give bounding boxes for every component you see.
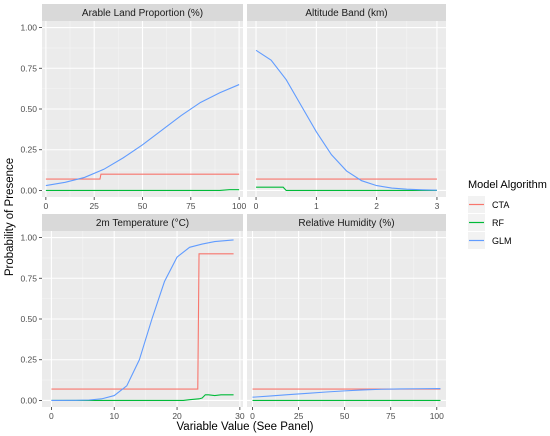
panel-title: 2m Temperature (°C) xyxy=(96,218,189,229)
legend-label: CTA xyxy=(492,200,509,210)
x-tick-label: 0 xyxy=(43,201,48,211)
x-tick-label: 75 xyxy=(386,411,396,421)
panel-1: Arable Land Proportion (%) 0 25 50 75 100 0.00… xyxy=(20,4,246,211)
x-tick-label: 1 xyxy=(314,201,319,211)
series-line-glm xyxy=(252,388,441,398)
panel-strip xyxy=(42,214,243,231)
x-tick-label: 10 xyxy=(110,411,120,421)
series-line-glm xyxy=(255,49,437,191)
x-tick-label: 0 xyxy=(254,201,259,211)
series-line-rf xyxy=(45,189,240,192)
x-tick-label: 3 xyxy=(435,201,440,211)
x-tick-label: 100 xyxy=(232,201,246,211)
y-tick-label: 0.75 xyxy=(20,273,37,283)
y-tick-label: 0.00 xyxy=(20,185,37,195)
panel-title: Arable Land Proportion (%) xyxy=(82,8,203,19)
series-line-cta xyxy=(51,253,234,390)
series-line-rf xyxy=(256,186,437,192)
x-tick-label: 100 xyxy=(430,411,444,421)
x-axis-title: Variable Value (See Panel) xyxy=(176,421,313,433)
series-line-glm xyxy=(45,84,240,187)
x-tick-label: 0 xyxy=(250,411,255,421)
panel-strip xyxy=(42,4,243,21)
x-tick-label: 50 xyxy=(340,411,350,421)
panel-title: Relative Humidity (%) xyxy=(298,218,394,229)
legend-title: Model Algorithm xyxy=(468,179,547,191)
series-line-glm xyxy=(51,239,234,402)
x-tick-label: 30 xyxy=(235,411,245,421)
x-tick-label: 25 xyxy=(294,411,304,421)
panel-title: Altitude Band (km) xyxy=(305,8,387,19)
panel-4: Relative Humidity (%) 0 25 50 75 100 xyxy=(247,214,446,421)
x-tick-label: 50 xyxy=(138,201,148,211)
x-tick-label: 75 xyxy=(186,201,196,211)
x-tick-label: 25 xyxy=(89,201,99,211)
panels: Arable Land Proportion (%)0 25 50 75 1000.00… xyxy=(20,4,446,421)
legend: Model Algorithm CTA RF GLM xyxy=(468,179,547,249)
y-tick-label: 0.75 xyxy=(20,63,37,73)
series-line-cta xyxy=(45,173,240,180)
x-tick-label: 0 xyxy=(49,411,54,421)
y-tick-label: 0.50 xyxy=(20,104,37,114)
series-line-rf xyxy=(51,394,234,402)
panel-3: 2m Temperature (°C) 0 10 20 30 0.00 0.25 0.50 0.… xyxy=(20,214,245,421)
y-tick-label: 0.25 xyxy=(20,355,37,365)
legend-label: GLM xyxy=(492,236,512,246)
panel-2: Altitude Band (km) 0 1 2 3 xyxy=(247,4,446,211)
y-tick-label: 1.00 xyxy=(20,23,37,33)
panel-strip xyxy=(247,214,446,231)
y-axis-title: Probability of Presence xyxy=(4,158,16,276)
y-tick-label: 0.50 xyxy=(20,314,37,324)
x-tick-label: 20 xyxy=(172,411,182,421)
y-tick-label: 1.00 xyxy=(20,233,37,243)
legend-label: RF xyxy=(492,218,504,228)
y-tick-label: 0.25 xyxy=(20,145,37,155)
y-tick-label: 0.00 xyxy=(20,395,37,405)
panel-strip xyxy=(247,4,446,21)
x-tick-label: 2 xyxy=(374,201,379,211)
